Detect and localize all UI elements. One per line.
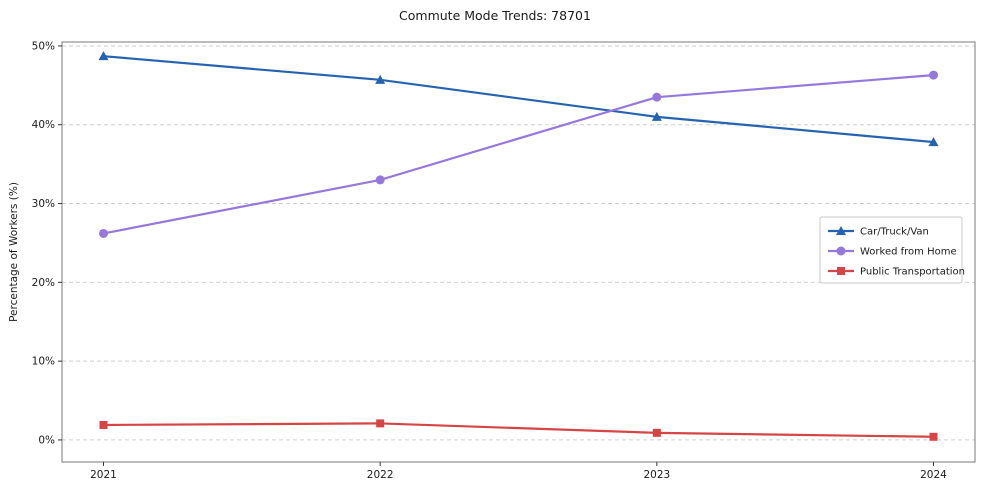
triangle-marker — [98, 51, 109, 61]
circle-marker — [929, 70, 938, 80]
triangle-marker — [836, 226, 846, 235]
x-tick-label: 2023 — [643, 469, 670, 481]
y-tick-label: 20% — [32, 277, 55, 289]
series-public-transportation — [99, 419, 938, 441]
y-tick-label: 0% — [38, 434, 55, 446]
series-car-truck-van — [98, 51, 939, 147]
y-tick-label: 50% — [32, 40, 55, 52]
triangle-marker — [928, 137, 939, 147]
series-line — [103, 55, 934, 144]
y-tick-label: 40% — [32, 119, 55, 131]
square-marker — [652, 428, 661, 437]
series-line — [103, 73, 934, 235]
square-marker — [99, 420, 108, 429]
series-line — [103, 422, 934, 438]
plot-border — [61, 41, 976, 463]
circle-marker — [652, 92, 662, 102]
legend-label: Public Transportation — [860, 267, 965, 278]
circle-marker — [99, 228, 108, 238]
circle-marker — [836, 246, 846, 256]
series-worked-from-home — [99, 70, 938, 238]
square-marker — [376, 419, 385, 428]
triangle-marker — [651, 111, 662, 121]
chart-title: Commute Mode Trends: 78701 — [399, 8, 591, 23]
x-tick-label: 2024 — [920, 469, 947, 481]
legend-box — [819, 216, 963, 284]
square-marker — [929, 432, 938, 441]
legend-label: Car/Truck/Van — [860, 227, 929, 238]
legend-label: Worked from Home — [860, 247, 957, 258]
legend: Car/Truck/Van Worked from Home Public Tran… — [819, 216, 965, 284]
x-tick-label: 2022 — [367, 469, 394, 481]
y-tick-label: 10% — [32, 356, 55, 368]
square-marker — [837, 267, 845, 275]
triangle-marker — [375, 74, 386, 84]
x-tick-label: 2021 — [90, 469, 117, 481]
circle-marker — [375, 175, 385, 185]
y-tick-label: 30% — [32, 198, 55, 210]
